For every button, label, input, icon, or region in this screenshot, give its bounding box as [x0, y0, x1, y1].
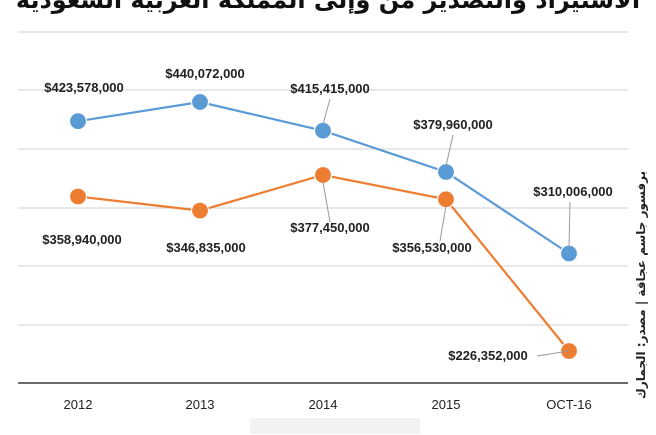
series-1-point	[190, 92, 210, 112]
legend	[250, 418, 420, 434]
data-label: $440,072,000	[165, 66, 245, 81]
series-2-point	[313, 165, 333, 185]
label-leader-line	[568, 201, 571, 248]
chart-title: الاستيراد والتصدير من وإلى المملكة العرب…	[15, 0, 641, 14]
series-2-point	[190, 201, 210, 220]
x-tick-label: 2015	[432, 397, 461, 412]
series-2-point	[436, 190, 456, 209]
series-group	[68, 92, 579, 361]
series-1-point	[68, 112, 88, 131]
series-1-point	[313, 121, 333, 140]
source-note: برفسور جاسم عجاقة | مصدر: الجمارك	[632, 170, 650, 400]
data-labels: $423,578,000 $440,072,000 $415,415,000 $379…	[42, 66, 613, 363]
x-tick-label: 2014	[309, 397, 338, 412]
x-axis: 2012 2013 2014 2015 OCT-16	[18, 382, 628, 412]
gridlines	[18, 31, 628, 326]
data-label: $226,352,000	[448, 348, 528, 363]
label-leader-line	[536, 350, 570, 357]
data-label: $415,415,000	[290, 81, 370, 96]
data-label: $310,006,000	[533, 184, 613, 199]
label-leader-line	[322, 181, 331, 223]
data-label: $379,960,000	[413, 117, 493, 132]
x-tick-label: 2013	[186, 397, 215, 412]
label-leader-line	[439, 205, 447, 242]
data-label: $423,578,000	[44, 80, 124, 95]
data-label: $358,940,000	[42, 232, 122, 247]
data-label: $346,835,000	[166, 240, 246, 255]
x-tick-label: OCT-16	[546, 397, 592, 412]
series-1-point	[559, 244, 579, 263]
label-leader-line	[322, 98, 331, 125]
series-1-point	[436, 162, 456, 182]
x-tick-label: 2012	[64, 397, 93, 412]
label-leader-line	[445, 134, 454, 167]
source-text: برفسور جاسم عجاقة | مصدر: الجمارك	[634, 170, 648, 400]
data-label: $356,530,000	[392, 240, 472, 255]
series-2-point	[68, 187, 88, 206]
data-label: $377,450,000	[290, 220, 370, 235]
